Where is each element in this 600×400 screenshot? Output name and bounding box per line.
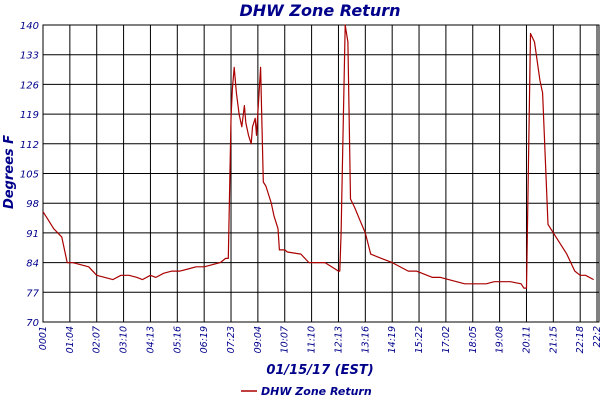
y-tick-label: 133 <box>20 51 39 62</box>
series-line <box>42 24 594 289</box>
legend-label: DHW Zone Return <box>261 385 372 398</box>
x-tick-label: 09:04 <box>253 326 264 353</box>
y-tick-label: 112 <box>20 140 39 151</box>
x-tick-label: 10:07 <box>280 326 291 353</box>
x-tick-label: 14:19 <box>387 326 398 353</box>
y-tick-label: 98 <box>26 199 39 210</box>
x-tick-label: 22:18 <box>575 326 586 353</box>
x-tick-label: 0001 <box>38 326 49 350</box>
y-tick-label: 140 <box>20 21 39 32</box>
plot-area <box>42 24 600 323</box>
y-tick-label: 126 <box>20 80 39 91</box>
x-tick-label: 19:08 <box>495 326 506 353</box>
grid-lines <box>42 24 599 323</box>
y-axis-ticks: 70 77 84 91 98 105 112 119 126 133 140 <box>20 21 40 329</box>
x-tick-label: 12:13 <box>333 326 344 353</box>
y-tick-label: 70 <box>26 318 39 329</box>
legend: DHW Zone Return <box>241 385 372 398</box>
x-tick-label: 21:15 <box>548 326 559 353</box>
x-tick-label: 15:22 <box>414 326 425 353</box>
y-tick-label: 77 <box>26 288 39 299</box>
x-axis-ticks: 0001 01:04 02:07 03:10 04:13 05:16 06:19 07:23 0… <box>38 326 600 353</box>
x-axis-label: 01/15/17 (EST) <box>266 363 373 378</box>
x-tick-label: 01:04 <box>65 326 76 353</box>
x-tick-label: 06:19 <box>199 326 210 353</box>
y-tick-label: 84 <box>26 259 39 270</box>
chart-title: DHW Zone Return <box>240 1 401 20</box>
x-tick-label: 05:16 <box>172 326 183 353</box>
y-tick-label: 119 <box>20 110 39 121</box>
x-tick-label: 17:02 <box>441 326 452 353</box>
x-tick-label: 02:07 <box>92 326 103 353</box>
x-tick-label: 18:05 <box>468 326 479 353</box>
x-tick-label: 03:10 <box>119 326 130 353</box>
y-tick-label: 91 <box>26 229 39 240</box>
y-axis-label: Degrees F <box>2 135 17 209</box>
x-tick-label: 11:10 <box>307 326 318 353</box>
series-layer <box>42 24 594 289</box>
x-tick-label: 13:16 <box>360 326 371 353</box>
y-tick-label: 105 <box>20 170 39 181</box>
x-tick-label: 20:11 <box>521 326 532 353</box>
x-tick-label: 04:13 <box>145 326 156 353</box>
x-tick-label: 22:2 <box>592 326 600 347</box>
x-tick-label: 07:23 <box>226 326 237 353</box>
